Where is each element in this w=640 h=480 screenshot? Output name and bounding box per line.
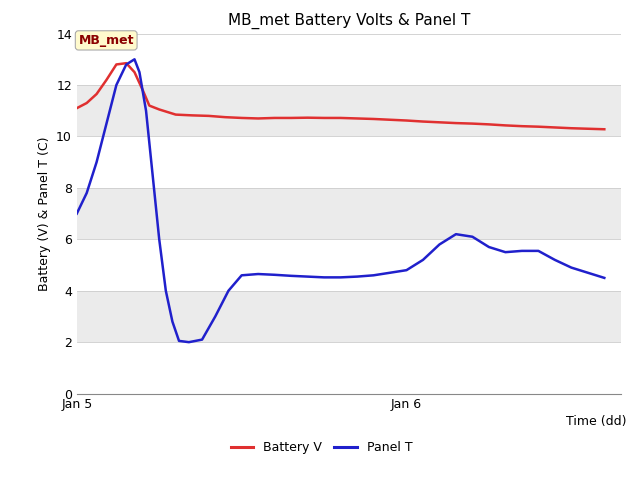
Bar: [77, 240, 621, 291]
Bar: [77, 342, 621, 394]
Legend: Battery V, Panel T: Battery V, Panel T: [226, 436, 418, 459]
Title: MB_met Battery Volts & Panel T: MB_met Battery Volts & Panel T: [228, 13, 470, 29]
Bar: [77, 136, 621, 188]
Bar: [77, 291, 621, 342]
X-axis label: Time (dd): Time (dd): [566, 415, 626, 428]
Text: MB_met: MB_met: [79, 34, 134, 47]
Y-axis label: Battery (V) & Panel T (C): Battery (V) & Panel T (C): [38, 136, 51, 291]
Bar: [77, 85, 621, 136]
Bar: [77, 34, 621, 85]
Bar: [77, 188, 621, 240]
